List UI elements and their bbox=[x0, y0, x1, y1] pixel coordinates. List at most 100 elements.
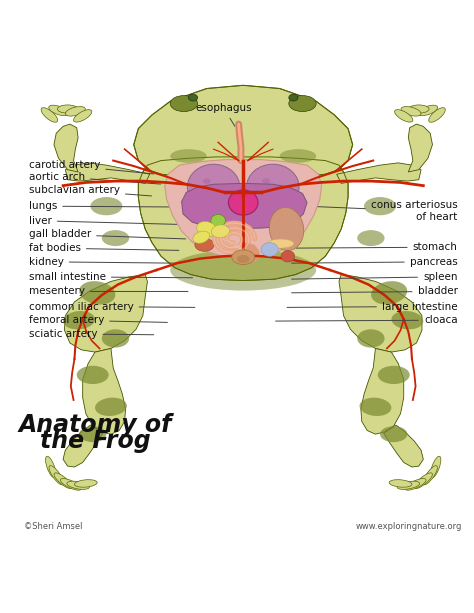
Text: conus arteriosus
of heart: conus arteriosus of heart bbox=[275, 200, 457, 221]
Ellipse shape bbox=[73, 110, 92, 122]
Text: Anatomy of: Anatomy of bbox=[18, 413, 172, 437]
Ellipse shape bbox=[428, 108, 445, 122]
Ellipse shape bbox=[360, 398, 392, 416]
Ellipse shape bbox=[357, 329, 384, 348]
Ellipse shape bbox=[210, 185, 218, 191]
Polygon shape bbox=[361, 348, 404, 434]
Ellipse shape bbox=[269, 185, 277, 191]
Ellipse shape bbox=[261, 243, 278, 256]
Ellipse shape bbox=[409, 105, 429, 113]
PathPatch shape bbox=[138, 157, 348, 281]
Ellipse shape bbox=[397, 481, 419, 489]
Ellipse shape bbox=[405, 479, 426, 490]
Ellipse shape bbox=[60, 479, 81, 490]
Ellipse shape bbox=[95, 398, 127, 416]
Text: esophagus: esophagus bbox=[195, 103, 252, 126]
Ellipse shape bbox=[232, 250, 255, 265]
Ellipse shape bbox=[193, 231, 210, 243]
Polygon shape bbox=[64, 275, 147, 352]
PathPatch shape bbox=[134, 85, 353, 178]
Polygon shape bbox=[339, 275, 422, 352]
Text: fat bodies: fat bodies bbox=[29, 243, 179, 253]
Ellipse shape bbox=[423, 466, 438, 485]
Ellipse shape bbox=[380, 426, 407, 442]
Polygon shape bbox=[337, 163, 421, 183]
Text: kidney: kidney bbox=[29, 257, 177, 267]
Ellipse shape bbox=[262, 178, 270, 184]
Text: sciatic artery: sciatic artery bbox=[29, 329, 154, 339]
Ellipse shape bbox=[170, 249, 316, 291]
Text: ©Sheri Amsel: ©Sheri Amsel bbox=[24, 522, 83, 531]
Text: www.exploringnature.org: www.exploringnature.org bbox=[356, 522, 462, 531]
Ellipse shape bbox=[364, 197, 396, 215]
Ellipse shape bbox=[274, 191, 283, 196]
Text: aortic arch: aortic arch bbox=[29, 172, 161, 184]
Ellipse shape bbox=[187, 164, 240, 210]
Ellipse shape bbox=[202, 178, 211, 184]
Text: carotid artery: carotid artery bbox=[29, 160, 154, 174]
Ellipse shape bbox=[378, 366, 410, 384]
Text: large intestine: large intestine bbox=[287, 302, 457, 311]
Text: small intestine: small intestine bbox=[29, 272, 192, 282]
Ellipse shape bbox=[49, 105, 68, 116]
Text: femoral artery: femoral artery bbox=[29, 315, 167, 325]
Text: stomach: stomach bbox=[296, 242, 457, 252]
Ellipse shape bbox=[357, 230, 384, 246]
Ellipse shape bbox=[389, 480, 412, 487]
Ellipse shape bbox=[267, 239, 294, 248]
Ellipse shape bbox=[246, 164, 299, 210]
Ellipse shape bbox=[371, 281, 407, 305]
Text: common iliac artery: common iliac artery bbox=[29, 302, 195, 311]
Polygon shape bbox=[54, 124, 78, 172]
Ellipse shape bbox=[401, 107, 421, 116]
Polygon shape bbox=[82, 348, 126, 434]
Ellipse shape bbox=[195, 238, 214, 251]
Ellipse shape bbox=[280, 149, 316, 163]
Text: gall bladder: gall bladder bbox=[29, 229, 186, 240]
Ellipse shape bbox=[211, 225, 229, 238]
Text: lungs: lungs bbox=[29, 201, 188, 211]
Ellipse shape bbox=[57, 105, 78, 113]
Ellipse shape bbox=[281, 251, 295, 262]
Text: pancreas: pancreas bbox=[292, 257, 457, 267]
Ellipse shape bbox=[414, 473, 432, 489]
Ellipse shape bbox=[102, 329, 129, 348]
Ellipse shape bbox=[237, 255, 250, 263]
Text: mesentery: mesentery bbox=[29, 286, 188, 297]
Ellipse shape bbox=[54, 473, 72, 489]
Ellipse shape bbox=[41, 108, 58, 122]
Ellipse shape bbox=[67, 481, 90, 489]
Ellipse shape bbox=[91, 197, 122, 215]
Text: cloaca: cloaca bbox=[275, 315, 457, 325]
PathPatch shape bbox=[182, 183, 307, 229]
PathPatch shape bbox=[165, 159, 322, 257]
Ellipse shape bbox=[102, 230, 129, 246]
Ellipse shape bbox=[74, 480, 97, 487]
Ellipse shape bbox=[211, 215, 226, 227]
Text: spleen: spleen bbox=[292, 272, 457, 282]
Ellipse shape bbox=[170, 149, 207, 163]
Ellipse shape bbox=[228, 190, 258, 215]
Ellipse shape bbox=[77, 366, 109, 384]
Polygon shape bbox=[65, 163, 150, 183]
Ellipse shape bbox=[430, 456, 441, 478]
Ellipse shape bbox=[170, 96, 198, 112]
Text: liver: liver bbox=[29, 216, 177, 226]
Ellipse shape bbox=[46, 456, 56, 478]
Ellipse shape bbox=[289, 94, 298, 101]
Ellipse shape bbox=[79, 281, 115, 305]
Ellipse shape bbox=[65, 107, 85, 116]
Ellipse shape bbox=[79, 426, 106, 442]
Ellipse shape bbox=[269, 207, 304, 251]
Ellipse shape bbox=[395, 110, 413, 122]
Ellipse shape bbox=[189, 94, 198, 101]
Text: the Frog: the Frog bbox=[40, 429, 150, 453]
Text: bladder: bladder bbox=[292, 286, 457, 297]
Ellipse shape bbox=[215, 191, 224, 196]
Ellipse shape bbox=[392, 311, 423, 329]
Ellipse shape bbox=[289, 96, 316, 112]
Polygon shape bbox=[63, 425, 103, 467]
Polygon shape bbox=[408, 124, 432, 172]
Ellipse shape bbox=[418, 105, 438, 116]
Text: subclavian artery: subclavian artery bbox=[29, 185, 152, 196]
